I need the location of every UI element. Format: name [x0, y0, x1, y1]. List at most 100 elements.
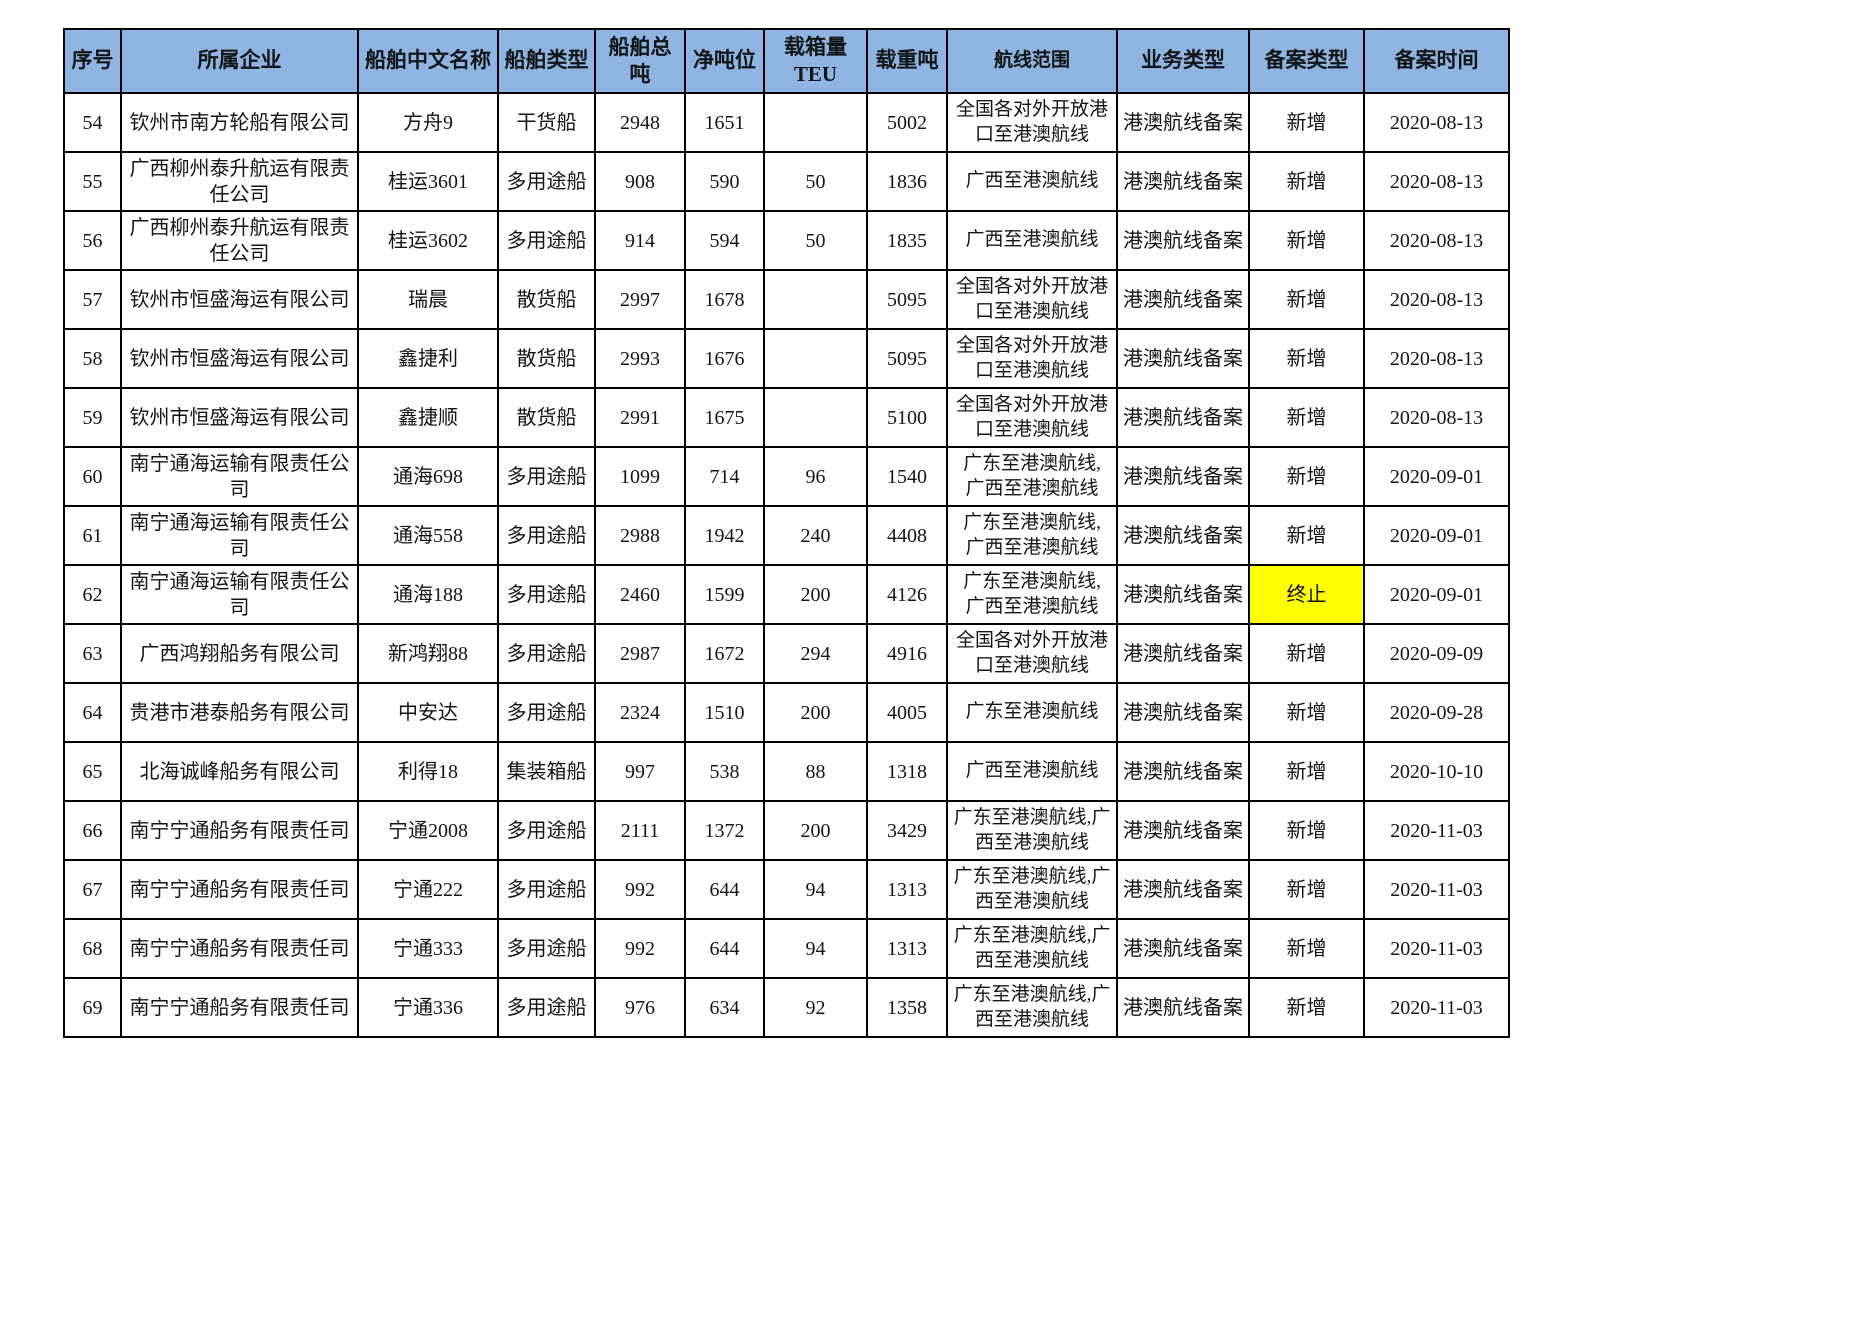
- cell-teu: 50: [763, 151, 868, 212]
- cell-ship_name: 方舟9: [357, 92, 499, 153]
- cell-filing_date: 2020-11-03: [1363, 800, 1510, 861]
- cell-filing_type: 新增: [1248, 269, 1365, 330]
- cell-route: 广东至港澳航线, 广西至港澳航线: [946, 446, 1118, 507]
- cell-ship_type: 多用途船: [497, 446, 596, 507]
- cell-net_tonnage: 1675: [684, 387, 765, 448]
- cell-index: 59: [63, 387, 122, 448]
- cell-business_type: 港澳航线备案: [1116, 92, 1250, 153]
- cell-gross_tonnage: 2991: [594, 387, 686, 448]
- column-header-gross_tonnage: 船舶总吨: [594, 28, 686, 94]
- cell-teu: 200: [763, 682, 868, 743]
- cell-index: 61: [63, 505, 122, 566]
- cell-filing_date: 2020-10-10: [1363, 741, 1510, 802]
- cell-business_type: 港澳航线备案: [1116, 505, 1250, 566]
- cell-business_type: 港澳航线备案: [1116, 210, 1250, 271]
- cell-gross_tonnage: 2997: [594, 269, 686, 330]
- table-row: 54 钦州市南方轮船有限公司 方舟9 干货船 2948 1651 5002 全国各对外开放港 …: [63, 92, 1510, 153]
- cell-company: 贵港市港泰船务有限公司: [120, 682, 359, 743]
- table-row: 67 南宁宁通船务有限责任司 宁通222 多用途船 992 644 94 1313 广东至港澳航…: [63, 859, 1510, 920]
- column-header-dwt: 载重吨: [866, 28, 948, 94]
- table-row: 64 贵港市港泰船务有限公司 中安达 多用途船 2324 1510 200 4005 广东至港澳…: [63, 682, 1510, 743]
- cell-net_tonnage: 644: [684, 859, 765, 920]
- cell-filing_date: 2020-09-01: [1363, 564, 1510, 625]
- cell-route: 全国各对外开放港 口至港澳航线: [946, 328, 1118, 389]
- cell-ship_name: 通海188: [357, 564, 499, 625]
- cell-filing_type: 新增: [1248, 210, 1365, 271]
- cell-filing_date: 2020-08-13: [1363, 151, 1510, 212]
- cell-ship_type: 多用途船: [497, 800, 596, 861]
- cell-filing_date: 2020-11-03: [1363, 859, 1510, 920]
- cell-route: 广东至港澳航线, 广西至港澳航线: [946, 564, 1118, 625]
- table-row: 58 钦州市恒盛海运有限公司 鑫捷利 散货船 2993 1676 5095 全国各对外开放港 …: [63, 328, 1510, 389]
- cell-route: 全国各对外开放港 口至港澳航线: [946, 387, 1118, 448]
- table-row: 60 南宁通海运输有限责任公 司通海698 多用途船 1099 714 96 1540 广东至…: [63, 446, 1510, 507]
- cell-net_tonnage: 1678: [684, 269, 765, 330]
- cell-ship_type: 多用途船: [497, 210, 596, 271]
- cell-gross_tonnage: 2948: [594, 92, 686, 153]
- cell-teu: [763, 269, 868, 330]
- cell-net_tonnage: 1651: [684, 92, 765, 153]
- table-row: 55 广西柳州泰升航运有限责 任公司 桂运3601 多用途船 908 590 50 1836 广…: [63, 151, 1510, 212]
- cell-dwt: 5095: [866, 269, 948, 330]
- cell-business_type: 港澳航线备案: [1116, 328, 1250, 389]
- cell-ship_type: 多用途船: [497, 859, 596, 920]
- cell-teu: [763, 92, 868, 153]
- cell-ship_name: 鑫捷顺: [357, 387, 499, 448]
- cell-net_tonnage: 594: [684, 210, 765, 271]
- cell-business_type: 港澳航线备案: [1116, 446, 1250, 507]
- cell-gross_tonnage: 992: [594, 918, 686, 979]
- cell-company: 南宁通海运输有限责任公 司: [120, 564, 359, 625]
- cell-ship_name: 新鸿翔88: [357, 623, 499, 684]
- cell-index: 67: [63, 859, 122, 920]
- cell-filing_type: 新增: [1248, 387, 1365, 448]
- cell-filing_type: 新增: [1248, 446, 1365, 507]
- cell-dwt: 1540: [866, 446, 948, 507]
- cell-dwt: 1836: [866, 151, 948, 212]
- cell-route: 广东至港澳航线,广 西至港澳航线: [946, 918, 1118, 979]
- cell-company: 广西鸿翔船务有限公司: [120, 623, 359, 684]
- cell-index: 69: [63, 977, 122, 1038]
- cell-net_tonnage: 1672: [684, 623, 765, 684]
- cell-net_tonnage: 1372: [684, 800, 765, 861]
- cell-filing_type: 新增: [1248, 859, 1365, 920]
- cell-dwt: 4408: [866, 505, 948, 566]
- column-header-ship_type: 船舶类型: [497, 28, 596, 94]
- cell-filing_date: 2020-09-01: [1363, 505, 1510, 566]
- cell-index: 65: [63, 741, 122, 802]
- cell-dwt: 1313: [866, 918, 948, 979]
- cell-index: 60: [63, 446, 122, 507]
- cell-index: 63: [63, 623, 122, 684]
- cell-ship_name: 瑞晨: [357, 269, 499, 330]
- cell-business_type: 港澳航线备案: [1116, 977, 1250, 1038]
- cell-index: 57: [63, 269, 122, 330]
- cell-gross_tonnage: 2324: [594, 682, 686, 743]
- cell-filing_date: 2020-11-03: [1363, 918, 1510, 979]
- cell-company: 广西柳州泰升航运有限责 任公司: [120, 210, 359, 271]
- cell-ship_type: 干货船: [497, 92, 596, 153]
- cell-ship_type: 多用途船: [497, 682, 596, 743]
- cell-company: 北海诚峰船务有限公司: [120, 741, 359, 802]
- cell-filing_type: 新增: [1248, 682, 1365, 743]
- cell-teu: 200: [763, 800, 868, 861]
- cell-filing_date: 2020-09-09: [1363, 623, 1510, 684]
- cell-filing_type: 新增: [1248, 918, 1365, 979]
- column-header-ship_name: 船舶中文名称: [357, 28, 499, 94]
- column-header-filing_date: 备案时间: [1363, 28, 1510, 94]
- cell-gross_tonnage: 2987: [594, 623, 686, 684]
- cell-ship_name: 宁通336: [357, 977, 499, 1038]
- column-header-teu: 载箱量TEU: [763, 28, 868, 94]
- cell-teu: 240: [763, 505, 868, 566]
- cell-net_tonnage: 714: [684, 446, 765, 507]
- table-header-row: 序号 所属企业 船舶中文名称 船舶类型 船舶总吨 净吨位 载箱量TEU 载重吨 航线范围 业务类型…: [63, 28, 1510, 94]
- cell-company: 南宁宁通船务有限责任司: [120, 800, 359, 861]
- cell-company: 钦州市南方轮船有限公司: [120, 92, 359, 153]
- cell-ship_type: 多用途船: [497, 151, 596, 212]
- document-page: 序号 所属企业 船舶中文名称 船舶类型 船舶总吨 净吨位 载箱量TEU 载重吨 航线范围 业务类型…: [63, 28, 1510, 1038]
- table-row: 61 南宁通海运输有限责任公 司通海558 多用途船 2988 1942 240 4408 广…: [63, 505, 1510, 566]
- cell-route: 全国各对外开放港 口至港澳航线: [946, 623, 1118, 684]
- cell-company: 钦州市恒盛海运有限公司: [120, 387, 359, 448]
- cell-dwt: 4126: [866, 564, 948, 625]
- cell-ship_type: 散货船: [497, 328, 596, 389]
- cell-dwt: 5100: [866, 387, 948, 448]
- cell-filing_date: 2020-08-13: [1363, 269, 1510, 330]
